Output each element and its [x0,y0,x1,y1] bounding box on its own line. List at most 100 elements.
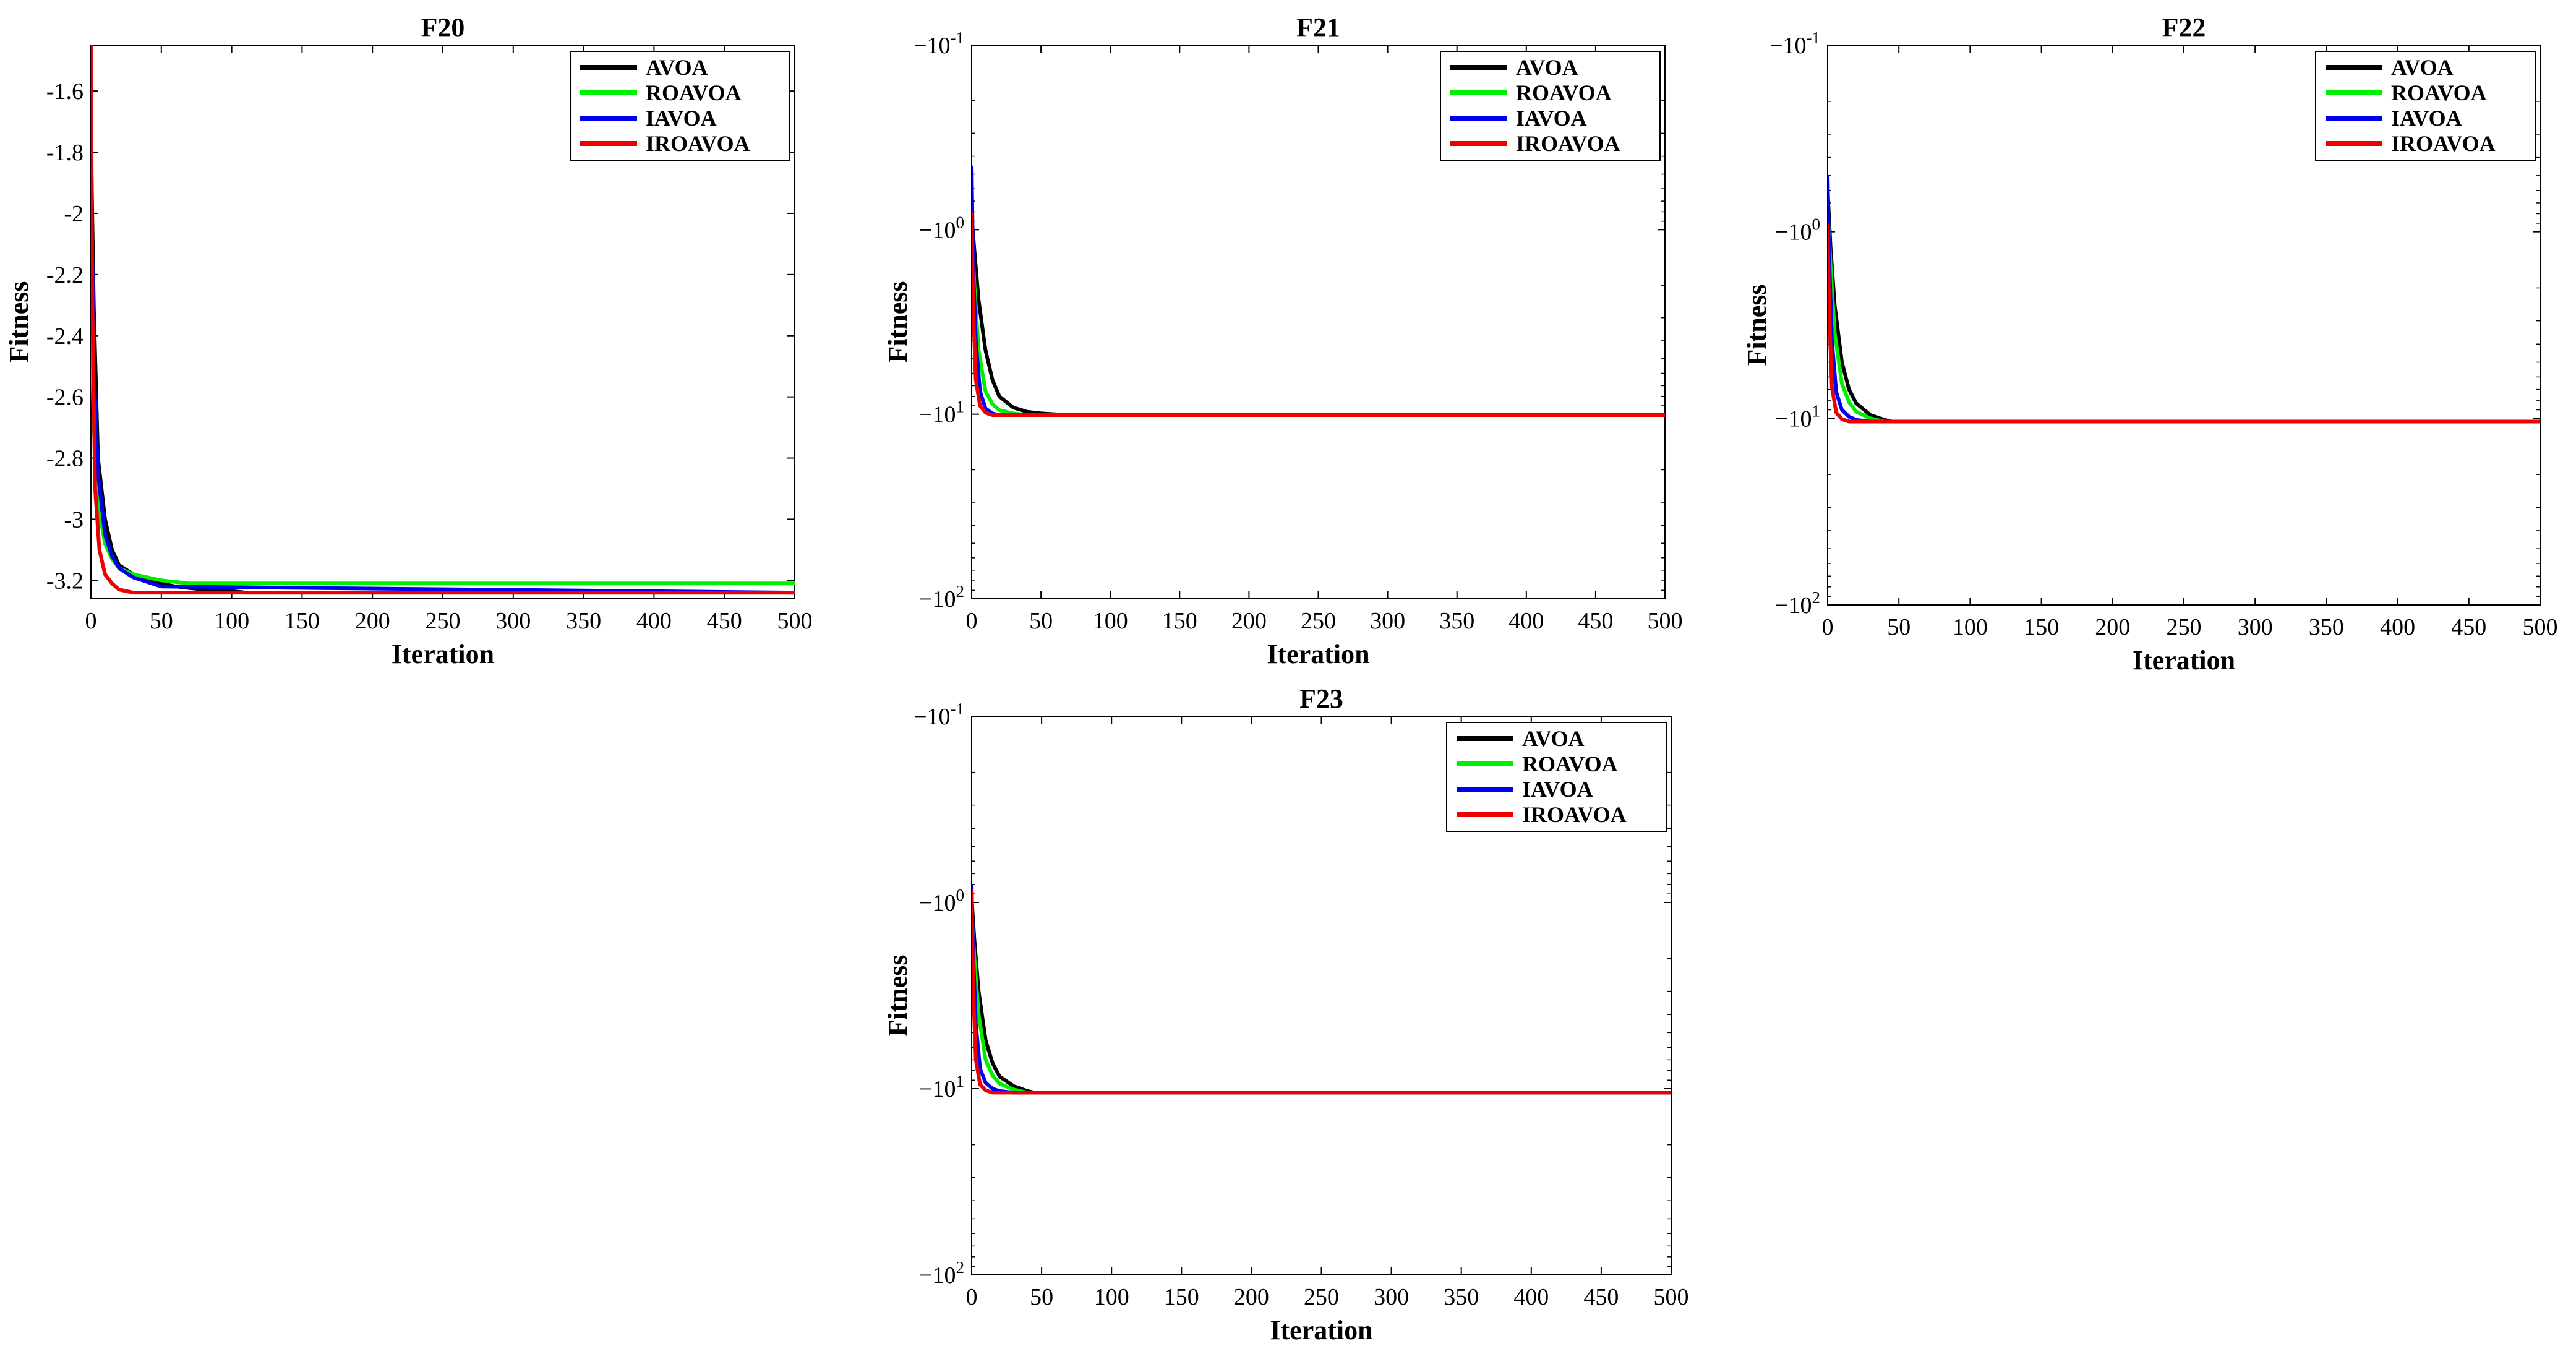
x-tick-label: 350 [2309,614,2344,640]
legend-label: ROAVOA [2391,80,2487,105]
x-axis-label: Iteration [1267,639,1369,669]
series-line-iroavoa [1828,223,2540,424]
y-tick-label: −100 [919,886,964,916]
x-tick-label: 450 [1583,1284,1619,1310]
x-tick-label: 500 [777,608,813,634]
y-tick-label: −102 [919,582,964,612]
y-tick-base: −10 [1775,220,1812,246]
x-tick-label: 450 [707,608,742,634]
y-tick-base: −10 [919,586,956,612]
y-tick-base: −10 [919,402,956,428]
x-tick-label: 500 [1648,608,1683,634]
series-line-iroavoa [972,889,1671,1095]
x-tick-label: 400 [636,608,672,634]
x-tick-label: 50 [1030,1284,1053,1310]
y-tick-label: -1.8 [46,140,83,166]
x-tick-label: 300 [2238,614,2273,640]
x-tick-label: 150 [2024,614,2059,640]
y-tick-label: -3 [64,507,83,533]
x-tick-label: 100 [1953,614,1988,640]
x-tick-label: 150 [1164,1284,1199,1310]
x-tick-label: 150 [285,608,320,634]
y-tick-label: −10-1 [1769,28,1820,59]
subplot-f22: F22 Iteration Fitness 0 50 100 150 200 250 300 350… [1742,12,2558,675]
y-tick-base: −10 [919,890,956,916]
y-tick-label: −102 [1775,588,1820,619]
y-tick-exponent: 2 [956,1258,965,1277]
series-line-iroavoa [91,45,795,595]
y-tick-base: −10 [914,704,950,730]
y-tick-label: −10-1 [914,28,964,59]
x-axis-label: Iteration [2133,645,2235,675]
y-tick-label: -2.8 [46,446,83,472]
x-tick-label: 300 [1370,608,1405,634]
legend-label: IROAVOA [1516,131,1620,156]
y-tick-base: −10 [919,217,956,243]
legend-label: IAVOA [646,106,717,131]
y-tick-exponent: -1 [951,28,965,47]
legend-label: ROAVOA [1516,80,1612,105]
y-tick-exponent: 2 [956,582,965,601]
x-tick-label: 500 [1654,1284,1689,1310]
y-tick-exponent: 2 [1812,588,1821,607]
legend-label: AVOA [1516,55,1578,80]
x-tick-label: 350 [566,608,601,634]
x-axis-label: Iteration [392,639,494,669]
y-tick-label: −101 [919,398,964,428]
chart-title: F20 [421,12,465,43]
y-tick-exponent: 1 [956,398,965,416]
y-tick-label: −101 [919,1072,964,1102]
series-group [972,165,1665,417]
y-tick-label: -2.2 [46,262,83,288]
legend-label: AVOA [1522,726,1585,751]
x-tick-label: 0 [966,1284,978,1310]
x-tick-label: 200 [2095,614,2130,640]
subplot-f21: F21 Iteration Fitness 0 50 100 150 200 250 300 350… [883,12,1683,669]
x-tick-label: 150 [1162,608,1197,634]
legend-label: IROAVOA [646,131,750,156]
x-tick-label: 0 [85,608,97,634]
y-tick-exponent: 0 [1812,215,1821,234]
subplot-f20: F20 Iteration Fitness 0 50 100 150 200 250 300 350… [4,12,813,669]
x-tick-label: 400 [1513,1284,1549,1310]
x-tick-label: 300 [1374,1284,1409,1310]
x-tick-label: 0 [1822,614,1834,640]
y-tick-base: −10 [919,1262,956,1288]
y-tick-base: −10 [914,33,950,59]
x-tick-label: 250 [2167,614,2202,640]
x-tick-label: 50 [1887,614,1911,640]
y-tick-base: −10 [919,1076,956,1102]
legend-label: AVOA [646,55,708,80]
y-tick-label: −100 [919,213,964,243]
legend-label: IAVOA [1522,777,1593,802]
y-tick-label: −102 [919,1258,964,1288]
x-tick-label: 250 [426,608,461,634]
x-tick-label: 500 [2523,614,2558,640]
y-axis-label: Fitness [4,281,34,363]
x-tick-label: 400 [1508,608,1544,634]
y-tick-exponent: -1 [1807,28,1821,47]
y-tick-label: −10-1 [914,700,964,730]
legend-label: IROAVOA [2391,131,2496,156]
legend-label: IAVOA [2391,106,2462,131]
x-tick-label: 200 [355,608,390,634]
legend-label: IAVOA [1516,106,1587,131]
series-group [91,45,795,595]
y-tick-exponent: 1 [956,1072,965,1091]
y-tick-base: −10 [1769,33,1806,59]
x-tick-label: 250 [1304,1284,1339,1310]
subplot-f23: F23 Iteration Fitness 0 50 100 150 200 250 300 350… [883,684,1689,1345]
y-axis-label: Fitness [1742,285,1772,366]
y-tick-exponent: 0 [956,886,965,904]
x-tick-label: 200 [1234,1284,1269,1310]
x-tick-label: 50 [1029,608,1053,634]
x-tick-label: 100 [1094,1284,1129,1310]
legend-label: ROAVOA [1522,752,1618,776]
legend-label: ROAVOA [646,80,742,105]
series-group [972,884,1671,1095]
y-tick-label: -2.4 [46,324,83,349]
